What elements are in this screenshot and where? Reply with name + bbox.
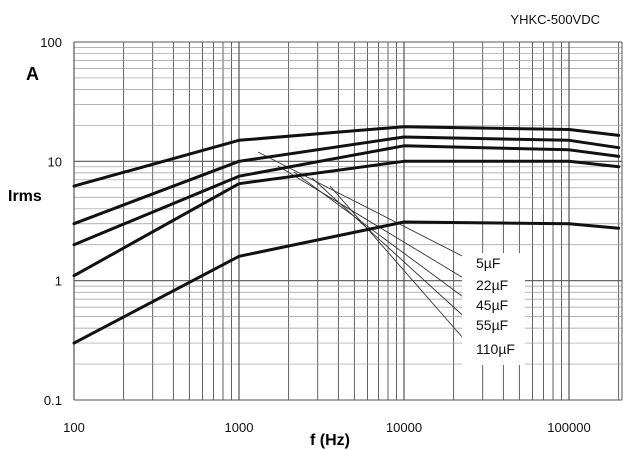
legend-entry: 22µF [476,277,508,293]
series-line [72,159,621,278]
y-tick-label: 10 [48,154,62,169]
series-line [72,220,621,345]
series-line [72,135,621,226]
legend-box [462,253,525,365]
y-tick-label: 0.1 [44,393,62,408]
x-tick-label: 10000 [386,420,422,435]
x-tick-label: 100 [63,420,85,435]
y-axis-unit: A [26,64,39,84]
chart-title: YHKC-500VDC [510,12,600,27]
tick-labels: 100 1000 10000 100000 100 10 1 0.1 [40,35,590,435]
y-axis-label: Irms [8,188,42,205]
legend-entry: 110µF [476,341,515,357]
y-tick-label: 100 [40,35,62,50]
x-axis-label: f (Hz) [310,432,350,449]
legend-leader-lines [257,151,471,347]
series-lines [72,125,621,345]
x-tick-label: 100000 [547,420,590,435]
legend-entry: 45µF [476,297,508,313]
legend-entry: 55µF [476,317,508,333]
legend-leader-line [329,185,471,347]
legend: 5µF 22µF 45µF 55µF 110µF [462,253,525,365]
legend-leader-line [277,165,471,283]
legend-leader-line [311,177,471,323]
legend-leader-line [293,171,471,303]
legend-leader-line [257,151,471,261]
y-tick-label: 1 [55,274,62,289]
legend-entry: 5µF [476,255,500,271]
series-line [72,144,621,247]
x-tick-label: 1000 [225,420,254,435]
minor-gridlines [74,42,622,400]
series-line [72,125,621,188]
